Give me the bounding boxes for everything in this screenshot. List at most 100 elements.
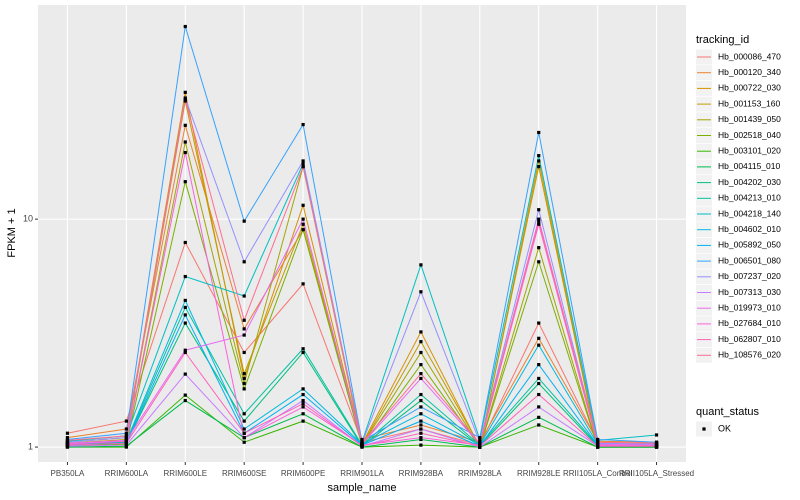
data-point — [65, 431, 70, 435]
data-point — [183, 274, 187, 279]
legend-label: Hb_004202_030 — [718, 177, 781, 187]
data-point — [183, 313, 187, 317]
data-point — [183, 398, 187, 403]
data-point — [301, 203, 305, 207]
data-point — [537, 343, 541, 347]
legend-label: Hb_027684_010 — [718, 318, 781, 328]
data-point — [183, 393, 187, 397]
y-tick-label: 10 — [23, 214, 33, 224]
data-point — [242, 327, 246, 331]
y-axis-title: FPKM + 1 — [6, 208, 18, 257]
data-point — [183, 348, 187, 352]
data-point — [301, 162, 305, 166]
data-point — [242, 376, 246, 381]
data-point — [537, 321, 541, 325]
x-tick-label: RRIM928LA — [458, 469, 502, 478]
data-point — [242, 219, 246, 223]
data-point — [537, 208, 541, 212]
data-point — [65, 438, 70, 442]
data-point — [242, 333, 246, 337]
data-point — [301, 347, 305, 351]
x-tick-label: RRIM928BA — [399, 469, 444, 478]
data-point — [537, 376, 541, 381]
data-point — [65, 436, 70, 440]
data-point — [242, 387, 246, 391]
data-point — [242, 412, 246, 416]
data-point — [183, 123, 187, 127]
x-tick-label: RRIM600SE — [222, 469, 266, 478]
data-point — [301, 217, 305, 221]
x-tick-label: PB350LA — [51, 469, 85, 478]
data-point — [537, 154, 541, 158]
data-point — [183, 180, 187, 184]
legend-label: Hb_006501_080 — [718, 255, 781, 265]
data-point — [654, 441, 659, 445]
data-point — [301, 165, 305, 169]
data-point — [183, 298, 187, 303]
data-point — [301, 405, 305, 409]
data-point — [301, 392, 305, 397]
data-point — [242, 294, 246, 298]
legend-label: Hb_108576_020 — [718, 350, 781, 360]
data-point — [183, 90, 187, 94]
data-point — [124, 439, 128, 443]
data-point — [183, 372, 187, 376]
data-point — [596, 444, 600, 448]
data-point — [301, 387, 305, 391]
data-point — [419, 405, 423, 409]
legend-label: Hb_004213_010 — [718, 193, 781, 203]
data-point — [301, 122, 305, 127]
data-point — [537, 405, 541, 409]
data-point — [242, 440, 246, 444]
data-point — [596, 437, 600, 442]
data-point — [419, 363, 423, 367]
data-point — [537, 260, 541, 264]
data-point — [419, 443, 423, 447]
legend-label: Hb_002518_040 — [718, 130, 781, 140]
x-tick-label: RRIM600PE — [281, 469, 325, 478]
data-point — [537, 423, 541, 427]
legend-label: Hb_000086_470 — [718, 51, 781, 61]
point-legend-swatch — [702, 427, 706, 431]
data-point — [537, 165, 541, 169]
data-point — [360, 439, 364, 443]
data-point — [419, 436, 423, 440]
data-point — [419, 423, 423, 427]
legend-label: Hb_007237_020 — [718, 271, 781, 281]
data-point — [537, 336, 541, 340]
data-point — [301, 412, 305, 416]
data-point — [183, 240, 187, 245]
x-axis-title: sample_name — [327, 482, 396, 494]
legend-title: tracking_id — [696, 34, 749, 46]
legend-label: Hb_007313_030 — [718, 287, 781, 297]
data-point — [419, 431, 423, 435]
data-point — [242, 419, 246, 423]
data-point — [301, 350, 305, 355]
data-point — [183, 150, 187, 155]
legend-label: Hb_001439_050 — [718, 114, 781, 124]
data-point — [537, 246, 541, 250]
data-point — [183, 305, 187, 309]
legend-label: Hb_000722_030 — [718, 83, 781, 93]
point-legend-label: OK — [718, 423, 731, 433]
legend-label: Hb_001153_160 — [718, 98, 781, 108]
data-point — [537, 130, 541, 135]
data-point — [419, 427, 423, 431]
legend-label: Hb_000120_340 — [718, 67, 781, 77]
data-point — [183, 321, 187, 325]
data-point — [478, 436, 482, 440]
x-tick-label: RRIM901LA — [340, 469, 384, 478]
data-point — [419, 398, 423, 403]
data-point — [360, 437, 364, 442]
legend-label: Hb_004602_010 — [718, 224, 781, 234]
data-point — [537, 219, 541, 223]
data-point — [419, 376, 423, 381]
legend-label: Hb_005892_050 — [718, 240, 781, 250]
data-point — [478, 444, 482, 448]
data-point — [537, 392, 541, 397]
data-point — [360, 441, 364, 445]
data-point — [419, 392, 423, 397]
data-point — [537, 222, 541, 226]
data-point — [301, 398, 305, 403]
